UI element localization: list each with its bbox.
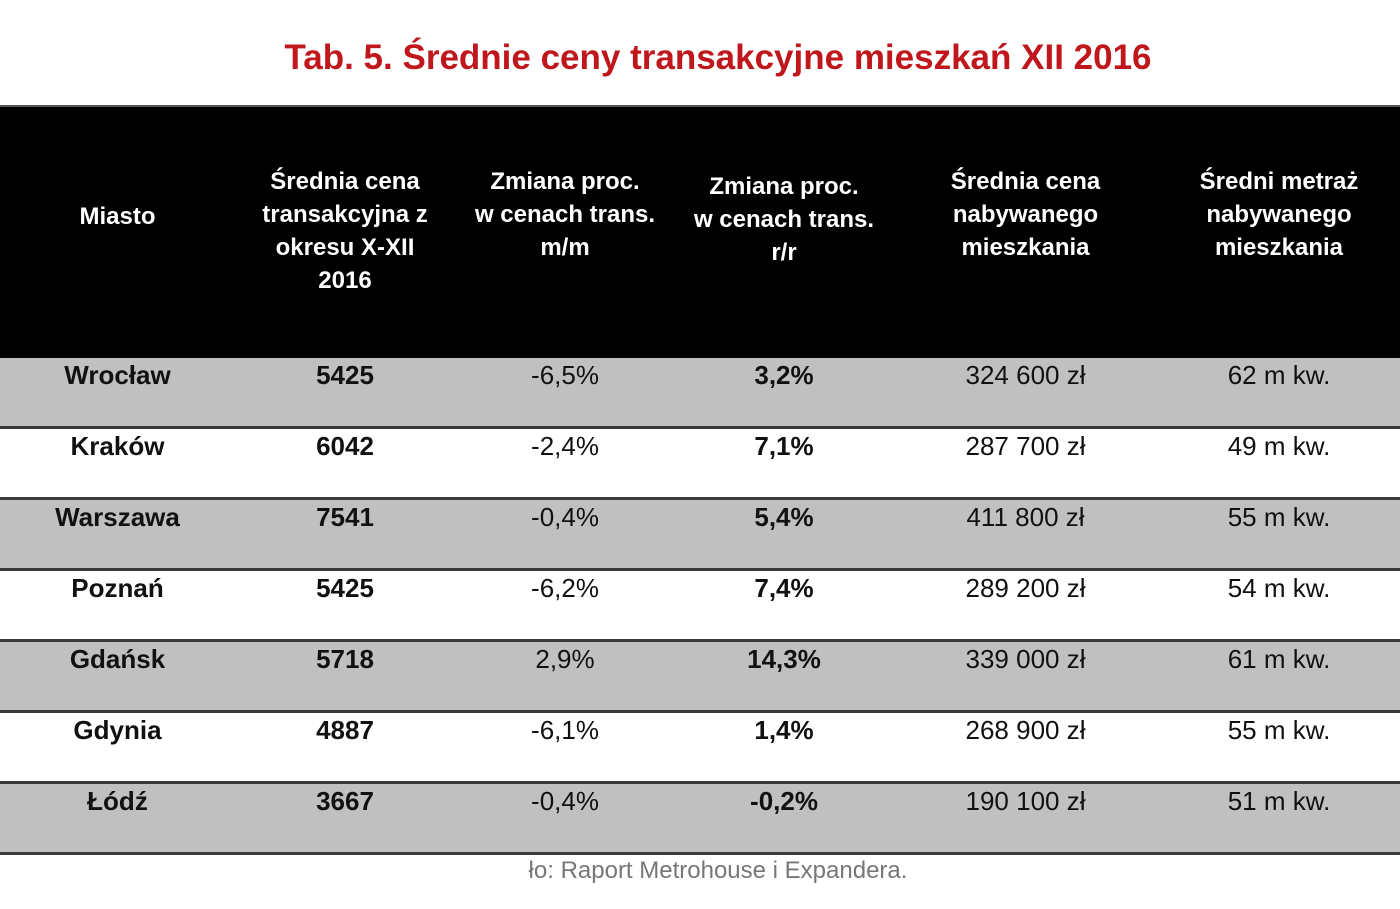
table-cell: 62 m kw. bbox=[1227, 360, 1331, 390]
header-line: m/m bbox=[540, 234, 590, 261]
table-cell: 2,9% bbox=[535, 644, 595, 674]
table-cell: 3,2% bbox=[754, 360, 814, 390]
table-cell: 5718 bbox=[316, 644, 374, 674]
header-line: Średnia cena bbox=[270, 168, 420, 195]
table-cell: 7,1% bbox=[754, 431, 814, 461]
header-line: nabywanego bbox=[1206, 201, 1352, 228]
table-cell: Poznań bbox=[71, 573, 164, 603]
table-row: Kraków 6042 -2,4% 7,1% 287 700 zł 49 m kw. bbox=[0, 429, 1400, 500]
table-cell: Gdynia bbox=[73, 715, 162, 745]
table-cell: -0,2% bbox=[750, 786, 818, 816]
table-cell: -2,4% bbox=[531, 431, 599, 461]
table-row: Wrocław 5425 -6,5% 3,2% 324 600 zł 62 m kw. bbox=[0, 358, 1400, 429]
table-cell: 339 000 zł bbox=[965, 644, 1086, 674]
header-cell: Zmiana proc. w cenach trans. m/m bbox=[455, 165, 675, 264]
header-line: mieszkania bbox=[1214, 234, 1344, 261]
table-cell: 289 200 zł bbox=[965, 573, 1086, 603]
table-cell: 3667 bbox=[316, 786, 374, 816]
header-cell: Średnia cena nabywanego mieszkania bbox=[893, 165, 1158, 264]
table-row: Gdańsk 5718 2,9% 14,3% 339 000 zł 61 m kw. bbox=[0, 642, 1400, 713]
header-line: r/r bbox=[771, 239, 797, 266]
header-line: transakcyjna z bbox=[262, 201, 428, 228]
table-cell: 1,4% bbox=[754, 715, 814, 745]
table-cell: 6042 bbox=[316, 431, 374, 461]
table-cell: -0,4% bbox=[531, 502, 599, 532]
table-cell: 55 m kw. bbox=[1227, 502, 1331, 532]
table-cell: 7,4% bbox=[754, 573, 814, 603]
table-cell: 55 m kw. bbox=[1227, 715, 1331, 745]
header-line: Średnia cena bbox=[950, 168, 1101, 195]
table-cell: 4887 bbox=[316, 715, 374, 745]
table-row: Łódź 3667 -0,4% -0,2% 190 100 zł 51 m kw. bbox=[0, 784, 1400, 855]
table-cell: -0,4% bbox=[531, 786, 599, 816]
header-line: Zmiana proc. bbox=[709, 173, 859, 200]
table-cell: 14,3% bbox=[747, 644, 821, 674]
header-line: nabywanego bbox=[952, 201, 1099, 228]
table-cell: 49 m kw. bbox=[1227, 431, 1331, 461]
table-cell: Warszawa bbox=[55, 502, 180, 532]
table-cell: 54 m kw. bbox=[1227, 573, 1331, 603]
table-row: Poznań 5425 -6,2% 7,4% 289 200 zł 54 m kw. bbox=[0, 571, 1400, 642]
table-cell: Kraków bbox=[70, 431, 165, 461]
header-cell: Miasto bbox=[0, 200, 235, 233]
header-cell: Średni metraż nabywanego mieszkania bbox=[1158, 165, 1400, 264]
header-cell: Zmiana proc. w cenach trans. r/r bbox=[675, 170, 893, 269]
table-cell: Wrocław bbox=[64, 360, 171, 390]
table-cell: Gdańsk bbox=[69, 644, 166, 674]
table-row: Warszawa 7541 -0,4% 5,4% 411 800 zł 55 m kw. bbox=[0, 500, 1400, 571]
table-cell: 5425 bbox=[316, 360, 374, 390]
source-note: ło: Raport Metrohouse i Expandera. bbox=[528, 857, 908, 884]
header-line: mieszkania bbox=[961, 234, 1090, 261]
header-line: w cenach trans. bbox=[693, 206, 875, 233]
header-line: okresu X-XII bbox=[275, 234, 415, 261]
table-cell: -6,5% bbox=[531, 360, 599, 390]
table-cell: 324 600 zł bbox=[965, 360, 1086, 390]
header-cell: Średnia cena transakcyjna z okresu X-XII 20… bbox=[235, 165, 455, 297]
header-line: w cenach trans. bbox=[474, 201, 656, 228]
table-cell: 5425 bbox=[316, 573, 374, 603]
table-cell: 287 700 zł bbox=[965, 431, 1086, 461]
header-line: Zmiana proc. bbox=[490, 168, 640, 195]
table-cell: 7541 bbox=[316, 502, 374, 532]
title: Tab. 5. Średnie ceny transakcyjne mieszk… bbox=[284, 38, 1152, 77]
table-cell: -6,2% bbox=[531, 573, 599, 603]
table-cell: 51 m kw. bbox=[1227, 786, 1331, 816]
table-cell: 190 100 zł bbox=[965, 786, 1086, 816]
header-line: Miasto bbox=[79, 203, 156, 230]
table-cell: 411 800 zł bbox=[966, 502, 1085, 532]
table-cell: Łódź bbox=[87, 786, 148, 816]
table-header: Miasto Średnia cena transakcyjna z okresu X… bbox=[0, 105, 1400, 358]
table-cell: 268 900 zł bbox=[965, 715, 1086, 745]
table-cell: 5,4% bbox=[754, 502, 814, 532]
header-line: 2016 bbox=[318, 267, 372, 294]
table-row: Gdynia 4887 -6,1% 1,4% 268 900 zł 55 m kw. bbox=[0, 713, 1400, 784]
header-line: Średni metraż bbox=[1199, 168, 1359, 195]
table-cell: -6,1% bbox=[531, 715, 599, 745]
table-cell: 61 m kw. bbox=[1227, 644, 1331, 674]
